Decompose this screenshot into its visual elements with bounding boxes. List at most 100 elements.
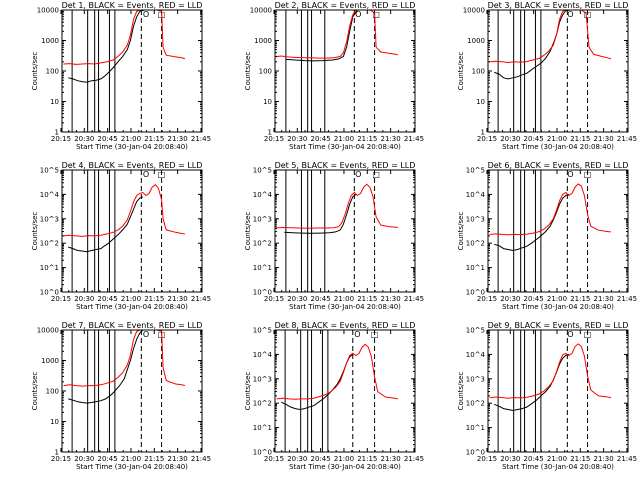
y-axis-label: Counts/sec (457, 212, 465, 251)
y-tick-label: 10^1 (466, 424, 485, 432)
x-tick-label: 21:15 (357, 455, 377, 463)
panel-title: Det 3, BLACK = Events, RED = LLD (488, 1, 629, 10)
y-tick-label: 10^1 (253, 264, 272, 272)
x-axis-label: Start Time (30-Jan-04 20:08:40) (76, 143, 188, 151)
x-axis-label: Start Time (30-Jan-04 20:08:40) (289, 143, 401, 151)
lld-series-line (275, 183, 398, 229)
x-tick-label: 20:30 (74, 135, 94, 143)
events-series-line (494, 10, 571, 80)
x-tick-label: 21:30 (381, 135, 401, 143)
plot-frame (274, 9, 416, 133)
x-tick-label: 21:00 (547, 135, 567, 143)
y-tick-label: 10^3 (253, 375, 272, 383)
y-tick-label: 100 (46, 388, 59, 396)
y-tick-label: 1 (55, 129, 59, 137)
y-axis-label: Counts/sec (457, 52, 465, 91)
x-tick-label: 20:15 (477, 295, 497, 303)
y-tick-label: 10000 (463, 7, 485, 15)
x-tick-label: 21:30 (381, 455, 401, 463)
y-tick-label: 10000 (37, 7, 59, 15)
x-axis-label: Start Time (30-Jan-04 20:08:40) (502, 463, 614, 471)
x-tick-label: 20:15 (477, 455, 497, 463)
y-tick-label: 1 (55, 449, 59, 457)
series-group (489, 10, 612, 80)
x-axis-label: Start Time (30-Jan-04 20:08:40) (289, 463, 401, 471)
x-tick-label: 20:15 (51, 295, 71, 303)
lld-series-line (63, 330, 186, 387)
square-marker: □ (584, 170, 592, 179)
x-tick-label: 20:15 (51, 455, 71, 463)
x-tick-label: 21:15 (144, 135, 164, 143)
x-tick-label: 20:15 (264, 135, 284, 143)
x-tick-label: 21:00 (547, 455, 567, 463)
circle-marker: O (355, 10, 361, 19)
events-series-line (285, 10, 358, 62)
panel-title: Det 5, BLACK = Events, RED = LLD (275, 161, 416, 170)
x-tick-label: 21:00 (547, 295, 567, 303)
y-tick-label: 1 (268, 129, 272, 137)
y-tick-label: 10^3 (253, 215, 272, 223)
y-tick-label: 10^5 (253, 167, 272, 175)
x-tick-label: 20:30 (74, 295, 94, 303)
y-axis-label: Counts/sec (31, 372, 39, 411)
x-tick-label: 21:45 (191, 455, 211, 463)
x-tick-label: 20:30 (287, 455, 307, 463)
x-axis-label: Start Time (30-Jan-04 20:08:40) (76, 303, 188, 311)
x-tick-label: 21:45 (404, 295, 424, 303)
lld-series-line (63, 10, 186, 65)
x-tick-label: 20:30 (287, 295, 307, 303)
x-tick-label: 20:45 (98, 135, 118, 143)
y-tick-label: 10^1 (466, 264, 485, 272)
y-tick-label: 100 (472, 68, 485, 76)
square-marker: □ (372, 170, 380, 179)
panel-title: Det 7, BLACK = Events, RED = LLD (62, 321, 203, 330)
x-tick-label: 21:30 (594, 135, 614, 143)
series-group (489, 183, 611, 252)
y-tick-label: 1000 (41, 357, 59, 365)
y-axis-label: Counts/sec (244, 52, 252, 91)
x-tick-label: 21:45 (617, 135, 637, 143)
square-marker: □ (584, 330, 592, 339)
y-tick-label: 10^0 (466, 449, 485, 457)
x-tick-label: 20:45 (311, 455, 331, 463)
y-tick-label: 10^2 (466, 240, 485, 248)
events-series-line (68, 196, 144, 253)
lld-series-line (489, 183, 611, 236)
x-axis-label: Start Time (30-Jan-04 20:08:40) (502, 143, 614, 151)
y-axis-label: Counts/sec (457, 372, 465, 411)
y-tick-label: 1 (481, 129, 485, 137)
x-tick-label: 21:15 (357, 135, 377, 143)
y-tick-label: 10^1 (253, 424, 272, 432)
y-axis-label: Counts/sec (244, 212, 252, 251)
x-tick-label: 21:45 (404, 135, 424, 143)
series-group (489, 343, 611, 412)
square-marker: □ (158, 10, 166, 19)
x-tick-label: 20:45 (311, 135, 331, 143)
y-tick-label: 10^2 (40, 240, 59, 248)
x-tick-label: 21:45 (617, 295, 637, 303)
y-tick-label: 10^1 (40, 264, 59, 272)
series-group (275, 10, 399, 62)
y-tick-label: 10^2 (466, 400, 485, 408)
y-tick-label: 10^4 (253, 351, 273, 359)
x-tick-label: 21:30 (168, 455, 188, 463)
y-tick-label: 10 (476, 98, 485, 106)
y-tick-label: 10^3 (40, 215, 59, 223)
x-axis-label: Start Time (30-Jan-04 20:08:40) (502, 303, 614, 311)
plot-frame (274, 329, 416, 453)
x-tick-label: 20:45 (524, 455, 544, 463)
x-tick-label: 21:15 (570, 295, 590, 303)
x-tick-label: 20:15 (51, 135, 71, 143)
panel-title: Det 6, BLACK = Events, RED = LLD (488, 161, 629, 170)
y-tick-label: 10^4 (253, 191, 273, 199)
circle-marker: O (567, 10, 573, 19)
square-marker: □ (158, 330, 166, 339)
events-series-line (68, 330, 144, 404)
x-tick-label: 21:00 (121, 455, 141, 463)
panel-title: Det 2, BLACK = Events, RED = LLD (275, 1, 416, 10)
